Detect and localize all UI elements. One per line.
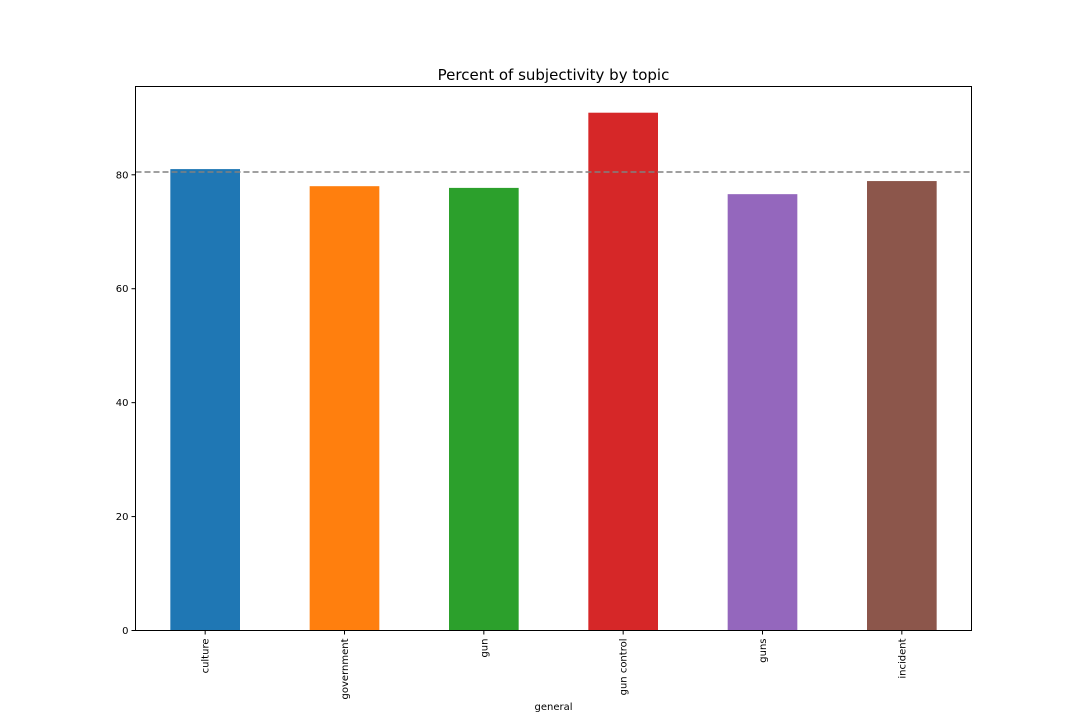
x-axis-label: general	[534, 702, 572, 713]
y-tick-label: 40	[116, 398, 129, 409]
x-tick-label: incident	[897, 638, 908, 678]
y-tick-label: 20	[116, 512, 129, 523]
bars-group	[170, 112, 937, 631]
y-axis: 0 20 40 60 80	[116, 170, 136, 637]
x-tick-label: guns	[758, 639, 769, 663]
x-axis: culture government gun gun control guns incid…	[201, 630, 908, 699]
bar-incident	[867, 181, 937, 631]
bar-gun	[449, 187, 519, 631]
bar-gun-control	[588, 112, 658, 631]
y-tick-label: 0	[122, 626, 128, 637]
bar-government	[309, 186, 380, 631]
x-tick-label: gun control	[619, 639, 630, 696]
x-tick-label: culture	[201, 639, 212, 674]
plot-frame	[135, 86, 972, 631]
y-tick-label: 60	[116, 284, 129, 295]
x-tick-label: gun	[479, 639, 490, 658]
bar-culture	[170, 169, 240, 631]
y-tick-label: 80	[116, 170, 129, 181]
x-tick-label: government	[340, 638, 351, 699]
bar-guns	[727, 194, 798, 631]
chart-title: Percent of subjectivity by topic	[438, 66, 670, 84]
